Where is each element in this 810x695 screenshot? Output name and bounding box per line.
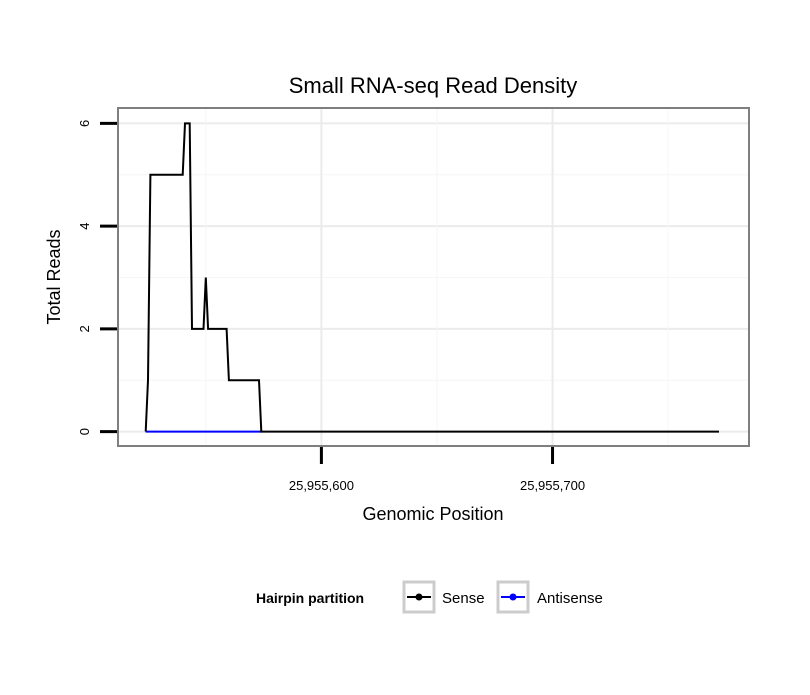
legend: Hairpin partition Sense Antisense (256, 580, 603, 614)
y-tick-label: 6 (77, 120, 92, 127)
data-series (144, 122, 719, 433)
plot-panel (117, 107, 750, 447)
series-line-sense (144, 122, 719, 433)
legend-label-sense: Sense (442, 590, 485, 607)
y-tick-label: 0 (77, 428, 92, 435)
x-tick-label: 25,955,700 (520, 478, 585, 493)
legend-label-antisense: Antisense (537, 590, 603, 607)
legend-point-sense (415, 593, 423, 601)
y-tick-label: 4 (77, 223, 92, 230)
axis-ticks: 0 2 4 6 25,955,600 25,955,700 (77, 120, 585, 493)
x-axis-label: Genomic Position (362, 504, 503, 524)
legend-point-antisense (509, 593, 517, 601)
x-tick-label: 25,955,600 (289, 478, 354, 493)
y-tick-label: 2 (77, 325, 92, 332)
legend-title: Hairpin partition (256, 590, 364, 606)
grid-lines (118, 108, 749, 446)
y-axis-label: Total Reads (44, 229, 64, 324)
chart-title: Small RNA-seq Read Density (289, 73, 578, 98)
